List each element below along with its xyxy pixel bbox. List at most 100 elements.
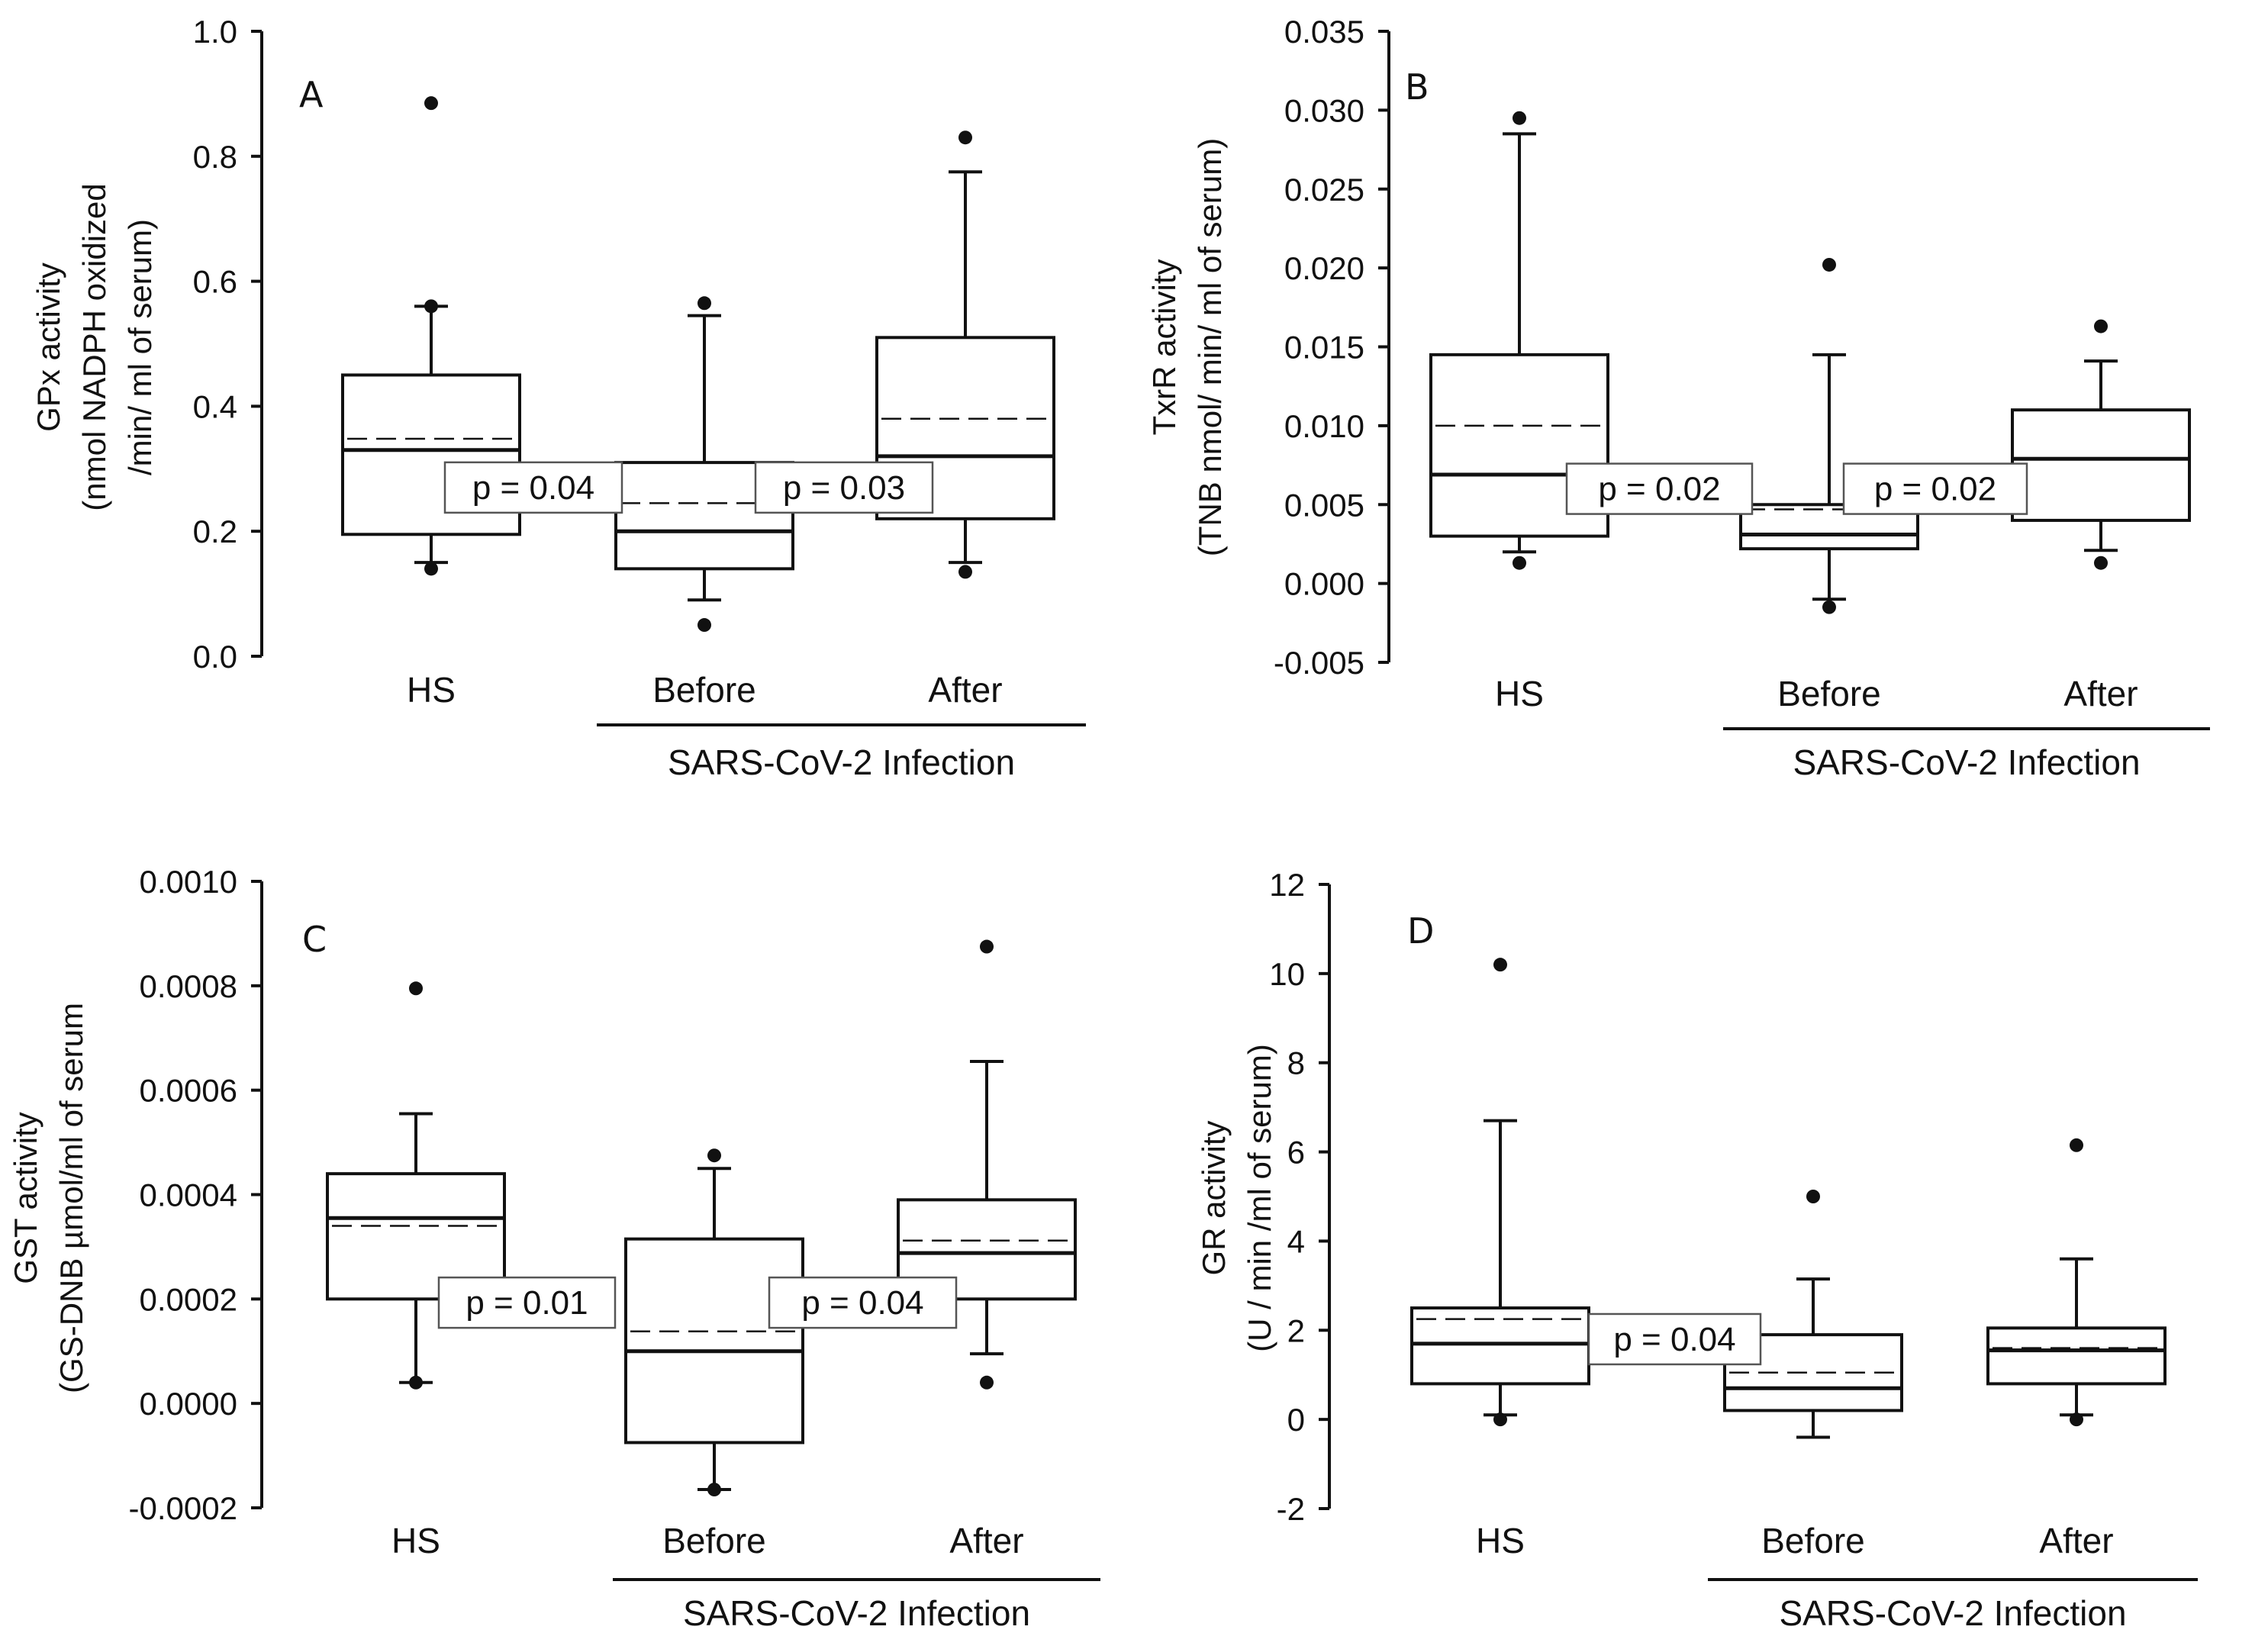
p-value-annotation: p = 0.04 xyxy=(768,1276,958,1329)
y-tick-label: 0.2 xyxy=(193,514,237,549)
box-before xyxy=(624,1148,804,1497)
outlier-point xyxy=(707,1483,721,1497)
outlier-point xyxy=(958,565,972,579)
outlier-point xyxy=(980,939,994,954)
outlier-point xyxy=(1493,958,1507,972)
p-value-label: p = 0.04 xyxy=(801,1284,923,1322)
y-tick-label: 12 xyxy=(1269,867,1305,903)
y-axis-label: TxrR activity xyxy=(1146,259,1182,436)
group-label: SARS-CoV-2 Infection xyxy=(668,742,1015,782)
panel-letter: D xyxy=(1407,910,1434,952)
y-tick-label: 0.0000 xyxy=(140,1386,237,1422)
outlier-point xyxy=(1822,257,1836,272)
y-tick-label: 0.0008 xyxy=(140,968,237,1004)
group-label: SARS-CoV-2 Infection xyxy=(1793,742,2140,782)
p-value-box xyxy=(1587,1312,1762,1366)
box-before xyxy=(1739,257,1919,614)
outlier-point xyxy=(424,562,438,576)
outlier-point xyxy=(697,618,711,633)
y-axis-label: (GS-DNB µmol/ml of serum xyxy=(53,1003,89,1393)
y-tick-label: 0.0010 xyxy=(140,864,237,900)
outlier-point xyxy=(1493,1412,1507,1427)
y-tick-label: 1.0 xyxy=(193,14,237,50)
y-tick-label: 0.020 xyxy=(1284,250,1364,286)
box-iqr xyxy=(1410,1306,1590,1386)
y-tick-label: 0.0004 xyxy=(140,1177,237,1213)
y-tick-label: 0.035 xyxy=(1284,14,1364,50)
outlier-point xyxy=(2094,556,2108,570)
y-tick-label: 0.0 xyxy=(193,639,237,675)
p-value-annotation: p = 0.04 xyxy=(1587,1312,1762,1366)
p-value-annotation: p = 0.02 xyxy=(1565,462,1754,515)
y-tick-label: 0.025 xyxy=(1284,172,1364,208)
y-tick-label: 0.0002 xyxy=(140,1281,237,1317)
box-after xyxy=(1986,1138,2167,1427)
p-value-label: p = 0.03 xyxy=(783,469,905,507)
y-tick-label: 0.8 xyxy=(193,139,237,175)
group-label: SARS-CoV-2 Infection xyxy=(683,1593,1030,1633)
category-label: HS xyxy=(1495,674,1544,713)
p-value-label: p = 0.02 xyxy=(1598,471,1720,508)
y-tick-label: 2 xyxy=(1287,1312,1305,1348)
outlier-point xyxy=(1806,1190,1820,1203)
category-label: After xyxy=(928,670,1002,710)
y-tick-label: 0.030 xyxy=(1284,92,1364,128)
outlier-point xyxy=(958,130,972,145)
box-iqr xyxy=(1986,1326,2167,1386)
p-value-annotation: p = 0.03 xyxy=(754,461,934,514)
y-tick-label: 10 xyxy=(1269,956,1305,992)
y-tick-label: 0 xyxy=(1287,1402,1305,1438)
panel-letter: A xyxy=(299,74,324,115)
category-label: Before xyxy=(1761,1521,1865,1560)
y-axis-label: GST activity xyxy=(8,1112,43,1284)
category-label: HS xyxy=(1476,1521,1525,1560)
p-value-box xyxy=(768,1276,958,1329)
chart-panel-d: -2 0 2 4 6 8 10 12 GR activity (U / min /ml of se… xyxy=(1196,867,2198,1633)
outlier-point xyxy=(424,96,438,111)
category-label: HS xyxy=(391,1521,440,1560)
outlier-point xyxy=(2070,1412,2083,1427)
box-iqr xyxy=(2011,408,2191,522)
y-tick-label: 4 xyxy=(1287,1223,1305,1259)
y-axis-label: GR activity xyxy=(1196,1120,1232,1275)
p-value-box xyxy=(1565,462,1754,515)
outlier-point xyxy=(409,981,423,996)
outlier-point xyxy=(980,1375,994,1390)
outlier-point xyxy=(2094,319,2108,333)
y-tick-label: 6 xyxy=(1287,1135,1305,1171)
y-axis-label: GPx activity xyxy=(31,262,66,432)
y-tick-label: 0.0006 xyxy=(140,1073,237,1109)
p-value-box xyxy=(754,461,934,514)
p-value-annotation: p = 0.01 xyxy=(437,1276,617,1329)
category-label: Before xyxy=(1777,674,1881,713)
p-value-label: p = 0.01 xyxy=(466,1284,588,1322)
box-hs xyxy=(1429,111,1609,570)
outlier-point xyxy=(1822,600,1836,614)
box-hs xyxy=(1410,958,1590,1427)
p-value-label: p = 0.02 xyxy=(1874,471,1996,508)
panel-letter: C xyxy=(302,919,327,960)
category-label: After xyxy=(949,1521,1023,1560)
y-tick-label: 0.005 xyxy=(1284,487,1364,523)
p-value-annotation: p = 0.04 xyxy=(443,461,623,514)
y-axis-label: /min/ ml of serum) xyxy=(122,219,158,475)
p-value-box xyxy=(443,461,623,514)
y-tick-label: 0.010 xyxy=(1284,408,1364,444)
y-tick-label: 0.4 xyxy=(193,388,237,424)
y-tick-label: -0.0002 xyxy=(129,1490,237,1526)
y-tick-label: 0.6 xyxy=(193,264,237,300)
category-label: Before xyxy=(662,1521,766,1560)
box-iqr xyxy=(1429,353,1609,538)
outlier-point xyxy=(409,1375,423,1390)
chart-panel-c: -0.0002 0.0000 0.0002 0.0004 0.0006 0.0008 0.0… xyxy=(8,864,1100,1633)
y-tick-label: 8 xyxy=(1287,1045,1305,1081)
p-value-box xyxy=(1842,462,2028,515)
category-label: HS xyxy=(407,670,456,710)
chart-panel-b: -0.005 0.000 0.005 0.010 0.015 0.020 0.025 0.03… xyxy=(1146,14,2210,782)
outlier-point xyxy=(2070,1138,2083,1152)
panel-letter: B xyxy=(1405,66,1429,108)
outlier-point xyxy=(1513,556,1526,570)
category-label: After xyxy=(2039,1521,2113,1560)
box-after xyxy=(2011,319,2191,570)
